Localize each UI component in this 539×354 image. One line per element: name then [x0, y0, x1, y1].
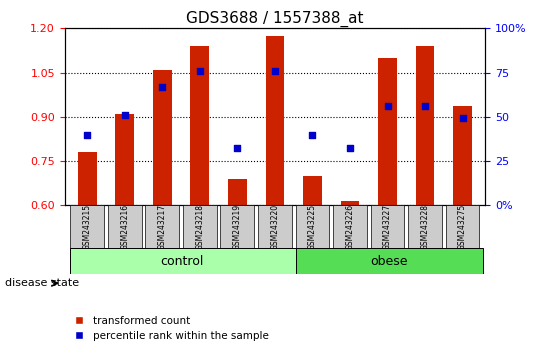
FancyBboxPatch shape	[295, 248, 483, 274]
Bar	[190, 46, 209, 205]
Point	[158, 85, 167, 90]
Text: GSM243218: GSM243218	[195, 204, 204, 250]
Point	[345, 145, 354, 151]
Text: GSM243215: GSM243215	[82, 204, 92, 250]
Text: GSM243227: GSM243227	[383, 204, 392, 250]
Bar	[266, 36, 284, 205]
Legend: transformed count, percentile rank within the sample: transformed count, percentile rank withi…	[70, 311, 273, 345]
Point	[196, 68, 204, 74]
Point	[383, 104, 392, 109]
FancyBboxPatch shape	[220, 205, 254, 248]
Point	[83, 132, 92, 137]
FancyBboxPatch shape	[446, 205, 480, 248]
Bar	[115, 114, 134, 205]
Bar	[228, 179, 247, 205]
Text: GSM243228: GSM243228	[420, 204, 430, 250]
FancyBboxPatch shape	[258, 205, 292, 248]
Bar	[303, 176, 322, 205]
Text: control: control	[160, 255, 204, 268]
Point	[458, 115, 467, 121]
Bar	[416, 46, 434, 205]
Text: GSM243219: GSM243219	[233, 204, 242, 250]
Text: GSM243226: GSM243226	[345, 204, 355, 250]
FancyBboxPatch shape	[108, 205, 142, 248]
FancyBboxPatch shape	[295, 205, 329, 248]
FancyBboxPatch shape	[408, 205, 442, 248]
Text: disease state: disease state	[5, 278, 80, 288]
Point	[271, 68, 279, 74]
FancyBboxPatch shape	[333, 205, 367, 248]
Text: GSM243275: GSM243275	[458, 204, 467, 250]
Text: GSM243216: GSM243216	[120, 204, 129, 250]
FancyBboxPatch shape	[146, 205, 179, 248]
Bar	[78, 152, 96, 205]
Bar	[378, 58, 397, 205]
Text: GSM243217: GSM243217	[158, 204, 167, 250]
Point	[120, 113, 129, 118]
Point	[233, 145, 241, 151]
FancyBboxPatch shape	[371, 205, 404, 248]
Text: obese: obese	[371, 255, 408, 268]
Bar	[341, 201, 360, 205]
Point	[308, 132, 317, 137]
FancyBboxPatch shape	[183, 205, 217, 248]
Text: GSM243220: GSM243220	[271, 204, 279, 250]
FancyBboxPatch shape	[70, 205, 104, 248]
Title: GDS3688 / 1557388_at: GDS3688 / 1557388_at	[186, 11, 364, 27]
Point	[421, 104, 430, 109]
FancyBboxPatch shape	[70, 248, 295, 274]
Bar	[153, 70, 171, 205]
Text: GSM243225: GSM243225	[308, 204, 317, 250]
Bar	[453, 107, 472, 205]
